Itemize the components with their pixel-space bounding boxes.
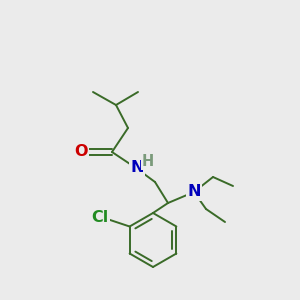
Text: O: O [74,145,88,160]
Text: H: H [142,154,154,169]
Text: Cl: Cl [91,210,108,225]
Text: N: N [187,184,201,200]
Text: N: N [130,160,144,175]
